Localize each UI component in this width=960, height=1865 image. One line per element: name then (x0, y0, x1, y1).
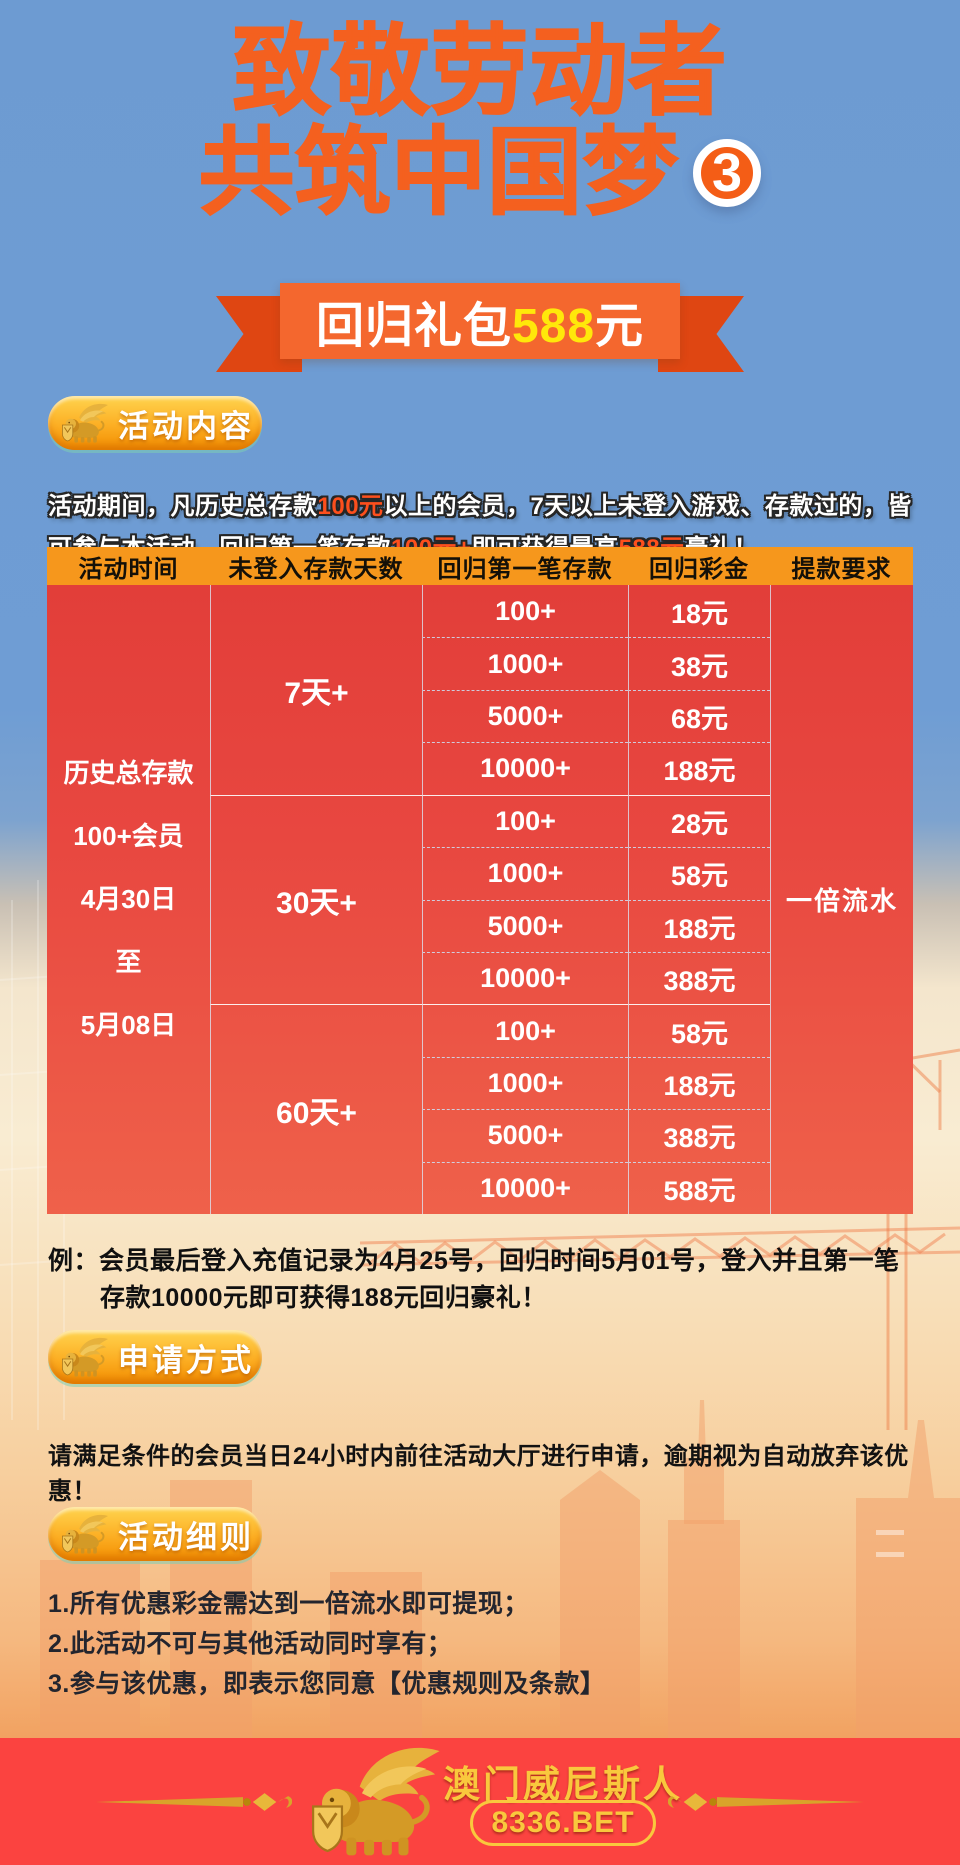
ribbon-banner: 回归礼包588元 (0, 283, 960, 373)
activity-period-cell: 历史总存款 100+会员 4月30日 至 5月08日 (47, 585, 210, 1214)
series-number-badge: 3 (693, 139, 761, 207)
section-badge-content: 活动内容 (48, 396, 262, 450)
site-url-badge[interactable]: 8336.BET (470, 1800, 656, 1846)
bonus-cell: 188元 (628, 742, 770, 795)
venetian-lion-logo (288, 1740, 458, 1862)
intro-amount-100: 100元 (317, 493, 384, 520)
section-label: 活动内容 (118, 408, 254, 444)
deposit-cell: 5000+ (422, 1109, 628, 1162)
example-note: 例：会员最后登入充值记录为4月25号，回归时间5月01号，登入并且第一笔存款10… (48, 1243, 920, 1317)
rules-item-2: 2.此活动不可与其他活动同时享有； (48, 1630, 453, 1658)
bonus-cell: 188元 (628, 1056, 770, 1110)
ribbon-amount: 588 (511, 300, 596, 353)
bonus-cell: 58元 (628, 847, 770, 900)
rules-item-1: 1.所有优惠彩金需达到一倍流水即可提现； (48, 1590, 529, 1618)
ribbon-suffix: 元 (595, 300, 645, 353)
deposit-cell: 10000+ (422, 742, 628, 795)
section-label: 活动细则 (118, 1519, 254, 1555)
deposit-cell: 5000+ (422, 689, 628, 743)
bonus-cell: 388元 (628, 951, 770, 1005)
gold-flourish-left-icon (96, 1784, 292, 1820)
intro-seg1: 活动期间，凡历史总存款 (48, 493, 318, 520)
venetian-lion-icon (56, 400, 112, 446)
deposit-cell: 100+ (422, 1004, 628, 1057)
main-title: 致敬劳动者 共筑中国梦 3 (0, 19, 960, 223)
table-header-row: 活动时间 未登入存款天数 回归第一笔存款 回归彩金 提款要求 (47, 547, 913, 585)
ribbon-band: 回归礼包588元 (280, 283, 680, 359)
deposit-cell: 5000+ (422, 899, 628, 952)
period-line: 5月08日 (80, 1010, 177, 1040)
period-line: 4月30日 (80, 884, 177, 914)
period-line: 历史总存款 (63, 758, 194, 788)
bonus-cell: 588元 (628, 1161, 770, 1214)
col-header-first-deposit: 回归第一笔存款 (437, 555, 613, 583)
days-group-cell: 7天+ (210, 585, 422, 795)
days-group-cell: 30天+ (210, 794, 422, 1005)
brand-name: 澳门威尼斯人 (443, 1764, 683, 1805)
col-header-withdraw-req: 提款要求 (791, 555, 892, 583)
table-body: 历史总存款 100+会员 4月30日 至 5月08日 7天+ 30天+ 60天+… (47, 585, 913, 1214)
rules-item-terms-link[interactable]: 3.参与该优惠，即表示您同意【优惠规则及条款】 (48, 1670, 606, 1698)
deposit-cell: 1000+ (422, 1056, 628, 1110)
rules-list: 1.所有优惠彩金需达到一倍流水即可提现； 2.此活动不可与其他活动同时享有； 3… (48, 1584, 928, 1704)
section-badge-apply: 申请方式 (48, 1330, 262, 1384)
example-label: 例： (48, 1247, 100, 1275)
bonus-cell: 188元 (628, 899, 770, 952)
days-group-cell: 60天+ (210, 1004, 422, 1214)
bonus-cell: 58元 (628, 1004, 770, 1057)
bonus-cell: 68元 (628, 689, 770, 743)
bonus-cell: 28元 (628, 794, 770, 848)
venetian-lion-icon (56, 1334, 112, 1380)
deposit-cell: 10000+ (422, 951, 628, 1005)
section-badge-rules: 活动细则 (48, 1507, 262, 1561)
col-header-days-offline: 未登入存款天数 (228, 555, 404, 583)
apply-instructions: 请满足条件的会员当日24小时内前往活动大厅进行申请，逾期视为自动放弃该优惠！ (48, 1443, 909, 1505)
col-header-bonus: 回归彩金 (649, 555, 749, 583)
col-header-activity-time: 活动时间 (78, 555, 179, 583)
deposit-cell: 1000+ (422, 847, 628, 900)
bonus-cell: 388元 (628, 1109, 770, 1162)
deposit-cell: 100+ (422, 794, 628, 848)
title-line1: 致敬劳动者 (231, 19, 727, 123)
promo-table: 活动时间 未登入存款天数 回归第一笔存款 回归彩金 提款要求 历史总存款 100… (47, 547, 913, 1214)
bonus-cell: 38元 (628, 637, 770, 690)
title-line2: 共筑中国梦 (198, 123, 679, 223)
ribbon-prefix: 回归礼包 (315, 300, 512, 353)
section-label: 申请方式 (118, 1342, 254, 1378)
example-text: 会员最后登入充值记录为4月25号，回归时间5月01号，登入并且第一笔存款1000… (99, 1247, 900, 1312)
withdraw-requirement-cell: 一倍流水 (770, 585, 913, 1214)
period-line: 至 (115, 947, 142, 977)
bonus-cell: 18元 (628, 585, 770, 638)
deposit-cell: 100+ (422, 585, 628, 638)
venetian-lion-icon (56, 1511, 112, 1557)
period-line: 100+会员 (73, 821, 184, 851)
footer-bar: 澳门威尼斯人 8336.BET (0, 1738, 960, 1865)
deposit-cell: 10000+ (422, 1161, 628, 1214)
deposit-cell: 1000+ (422, 637, 628, 690)
gold-flourish-right-icon (668, 1784, 864, 1820)
